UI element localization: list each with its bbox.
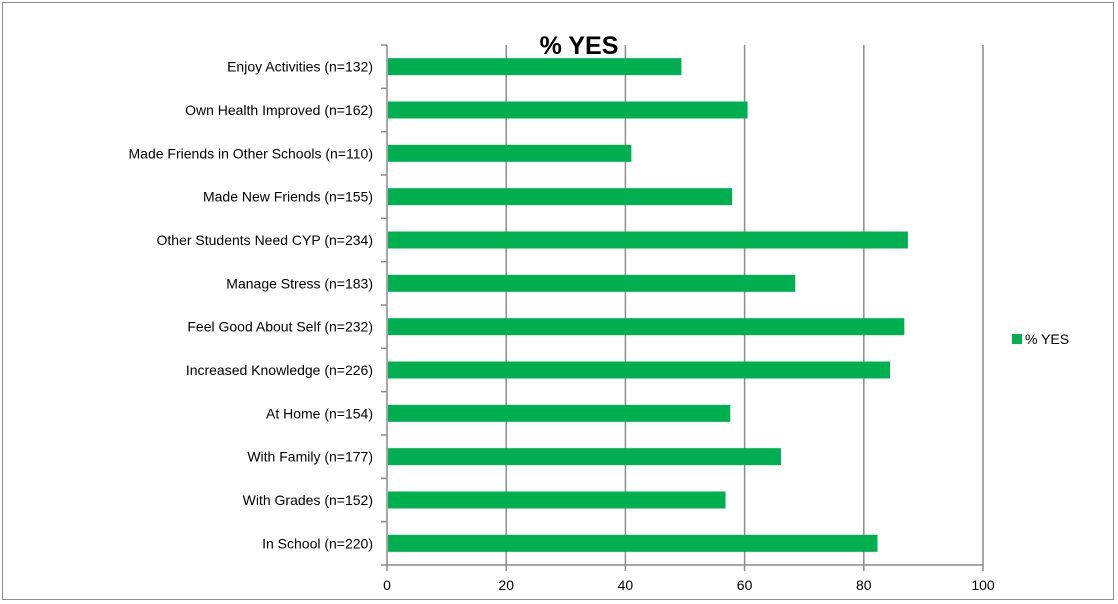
- bar: [388, 534, 878, 552]
- bar: [388, 361, 891, 379]
- x-tick-label: 0: [383, 577, 391, 593]
- bar: [388, 448, 781, 466]
- x-tick-labels: 0 20 40 60 80 100: [383, 577, 995, 593]
- x-tick-label: 80: [856, 577, 872, 593]
- x-tick-label: 40: [618, 577, 634, 593]
- bar: [388, 318, 905, 336]
- category-label: Own Health Improved (n=162): [185, 102, 373, 118]
- bar: [388, 188, 733, 206]
- bars: [388, 58, 908, 552]
- category-label: Made New Friends (n=155): [203, 189, 373, 205]
- category-label: Made Friends in Other Schools (n=110): [129, 145, 373, 161]
- bar: [388, 274, 796, 292]
- bar-chart: % YES Enjoy Activities (n=132) Own Health…: [129, 32, 1070, 593]
- x-tick-label: 20: [498, 577, 514, 593]
- category-label: Feel Good About Self (n=232): [187, 319, 373, 335]
- category-label: Enjoy Activities (n=132): [227, 59, 373, 75]
- legend-label: % YES: [1025, 331, 1069, 347]
- bar: [388, 101, 748, 119]
- legend: % YES: [1012, 331, 1069, 347]
- category-label: Manage Stress (n=183): [226, 275, 373, 291]
- bar: [388, 491, 726, 509]
- category-label: At Home (n=154): [266, 405, 373, 421]
- bar: [388, 144, 632, 162]
- category-label: Other Students Need CYP (n=234): [157, 232, 373, 248]
- category-label: With Family (n=177): [247, 449, 373, 465]
- chart-title: % YES: [540, 32, 619, 60]
- bar: [388, 231, 908, 249]
- category-label: In School (n=220): [262, 535, 373, 551]
- axes: [381, 44, 984, 571]
- legend-swatch: [1012, 334, 1022, 344]
- category-labels: Enjoy Activities (n=132) Own Health Impro…: [129, 59, 373, 552]
- x-tick-label: 100: [971, 577, 995, 593]
- x-tick-label: 60: [737, 577, 753, 593]
- category-label: Increased Knowledge (n=226): [186, 362, 373, 378]
- category-label: With Grades (n=152): [243, 492, 373, 508]
- gridlines: [505, 45, 984, 565]
- bar: [388, 58, 682, 76]
- bar: [388, 404, 731, 422]
